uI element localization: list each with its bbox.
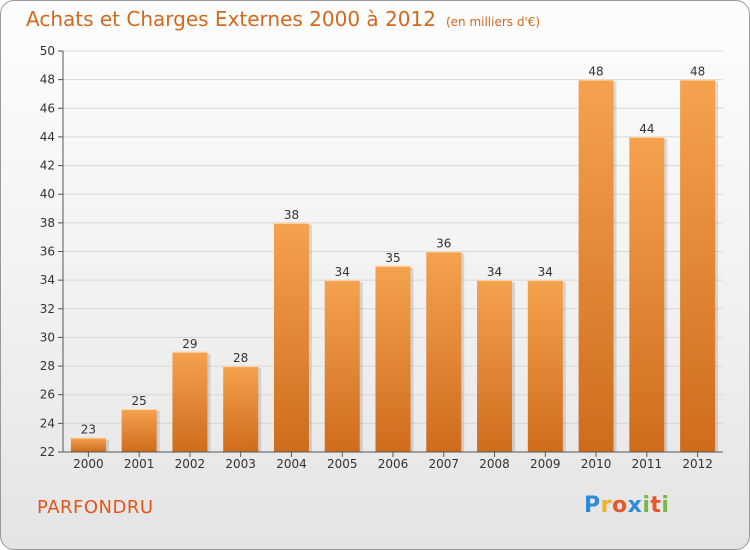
chart-subtitle: (en milliers d'€) (445, 15, 541, 29)
y-tick-label: 50 (40, 44, 55, 58)
y-tick-label: 22 (40, 445, 55, 459)
bar (172, 351, 208, 452)
y-tick-label: 24 (40, 416, 55, 430)
y-tick-label: 32 (40, 302, 55, 316)
x-tick-label: 2011 (632, 457, 663, 471)
y-tick-label: 42 (40, 159, 55, 173)
data-label: 36 (436, 237, 451, 251)
bar (477, 280, 513, 452)
data-label: 28 (233, 351, 248, 365)
bar (578, 79, 614, 453)
y-tick-label: 48 (40, 73, 55, 87)
y-tick-label: 44 (40, 130, 55, 144)
y-tick-label: 26 (40, 388, 55, 402)
proxiti-logo: Proxiti (584, 493, 669, 518)
bar (375, 265, 411, 452)
bar (324, 280, 360, 452)
data-label: 34 (538, 265, 553, 279)
bar (223, 366, 259, 452)
data-label: 48 (690, 65, 705, 79)
data-label: 34 (487, 265, 502, 279)
y-tick-label: 40 (40, 187, 55, 201)
data-label: 48 (588, 65, 603, 79)
y-tick-label: 38 (40, 216, 55, 230)
data-label: 29 (182, 337, 197, 351)
chart-title-text: Achats et Charges Externes 2000 à 2012 (26, 7, 436, 31)
logo-letter: x (627, 493, 643, 518)
x-tick-label: 2003 (225, 457, 256, 471)
y-tick-label: 28 (40, 359, 55, 373)
x-tick-label: 2002 (175, 457, 206, 471)
x-tick-label: 2010 (581, 457, 612, 471)
data-label: 44 (639, 122, 654, 136)
bar (273, 222, 309, 452)
y-tick-label: 46 (40, 101, 55, 115)
logo-letter: P (584, 493, 601, 518)
bar (629, 136, 665, 452)
commune-name: PARFONDRU (37, 497, 154, 518)
chart-title: Achats et Charges Externes 2000 à 2012 (e… (26, 7, 540, 31)
x-tick-label: 2008 (479, 457, 510, 471)
data-label: 35 (385, 251, 400, 265)
bar (680, 79, 716, 453)
x-tick-label: 2006 (378, 457, 409, 471)
data-label: 25 (132, 394, 147, 408)
logo-letter: o (611, 493, 628, 518)
x-tick-label: 2004 (276, 457, 307, 471)
y-tick-label: 30 (40, 330, 55, 344)
data-label: 23 (81, 423, 96, 437)
y-tick-label: 36 (40, 245, 55, 259)
bar (121, 409, 157, 452)
bar (70, 437, 106, 452)
x-tick-label: 2001 (124, 457, 155, 471)
x-tick-label: 2007 (428, 457, 459, 471)
logo-letter: i (661, 493, 670, 518)
logo-letter: i (642, 493, 651, 518)
x-tick-label: 2005 (327, 457, 358, 471)
data-label: 38 (284, 208, 299, 222)
x-tick-label: 2009 (530, 457, 561, 471)
logo-letter: t (650, 493, 662, 518)
y-tick-label: 34 (40, 273, 55, 287)
x-tick-label: 2012 (682, 457, 713, 471)
data-label: 34 (335, 265, 350, 279)
logo-letter: r (600, 493, 612, 518)
bar (426, 251, 462, 452)
bar (527, 280, 563, 452)
x-tick-label: 2000 (73, 457, 104, 471)
